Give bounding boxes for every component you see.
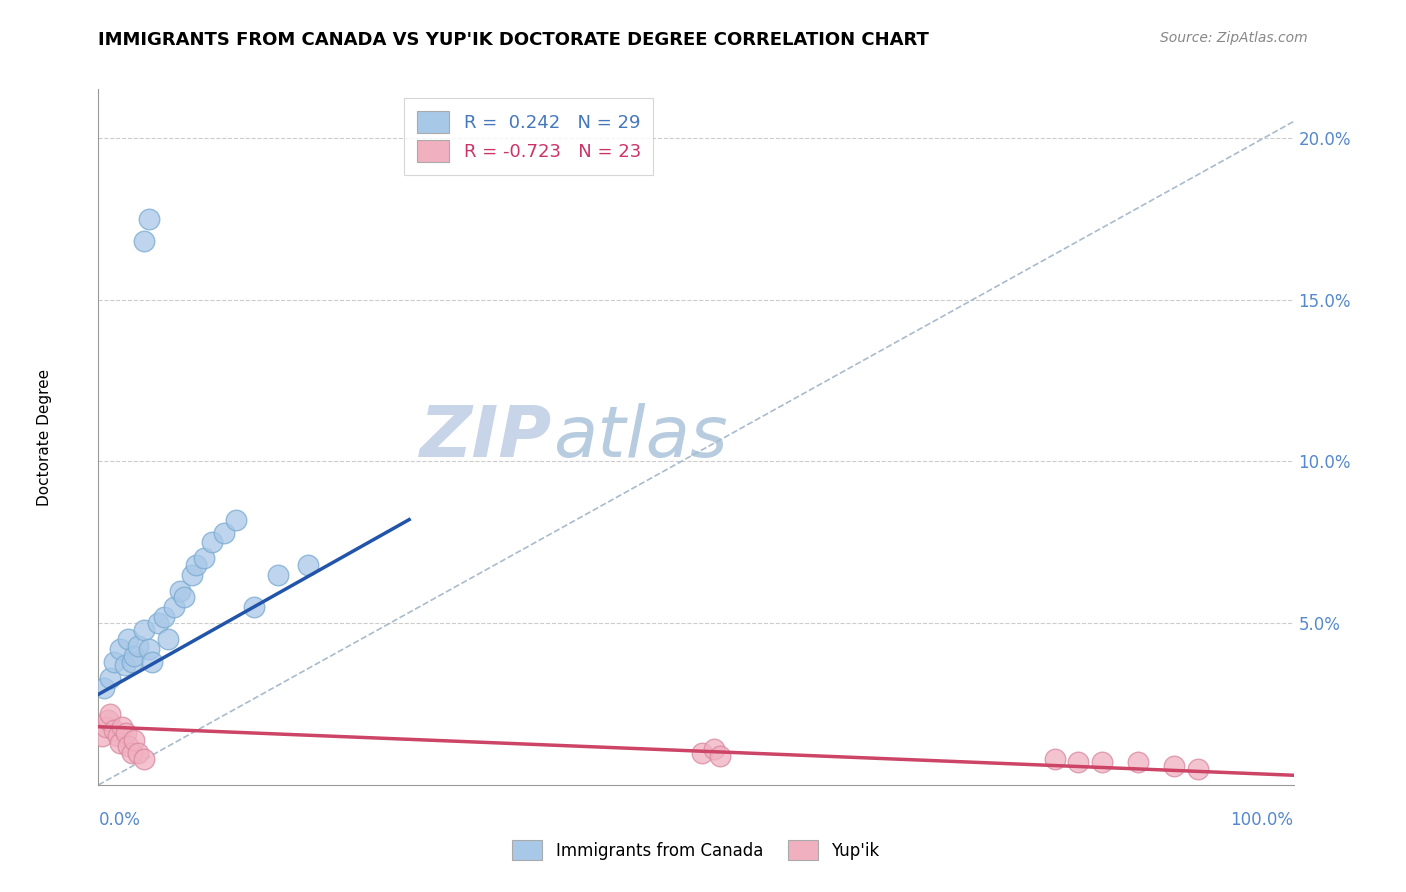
Point [201, 535, 224, 549]
Text: ZIP: ZIP [420, 402, 553, 472]
Text: Doctorate Degree: Doctorate Degree [37, 368, 52, 506]
Point [107, 730, 129, 744]
Point [690, 746, 713, 760]
Point [98, 671, 122, 685]
Point [97, 713, 120, 727]
Point [91, 730, 114, 744]
Point [103, 655, 125, 669]
Point [153, 609, 176, 624]
Point [114, 658, 136, 673]
Text: atlas: atlas [553, 402, 727, 472]
Point [1067, 756, 1090, 770]
Point [108, 736, 131, 750]
Text: Source: ZipAtlas.com: Source: ZipAtlas.com [1160, 31, 1308, 45]
Point [111, 720, 134, 734]
Point [94, 720, 117, 734]
Point [1043, 752, 1066, 766]
Point [1163, 758, 1185, 772]
Point [117, 632, 139, 647]
Point [127, 639, 149, 653]
Point [186, 558, 208, 572]
Point [132, 752, 155, 766]
Text: 0.0%: 0.0% [98, 811, 141, 829]
Point [127, 746, 149, 760]
Point [108, 642, 131, 657]
Point [212, 525, 235, 540]
Point [709, 748, 731, 763]
Point [148, 616, 170, 631]
Point [132, 235, 155, 249]
Point [225, 513, 247, 527]
Point [124, 732, 146, 747]
Point [1187, 762, 1209, 776]
Point [297, 558, 319, 572]
Point [193, 551, 215, 566]
Point [132, 623, 155, 637]
Point [124, 648, 146, 663]
Point [98, 706, 122, 721]
Point [115, 726, 138, 740]
Point [121, 655, 143, 669]
Point [117, 739, 139, 753]
Point [103, 723, 125, 737]
Point [243, 599, 266, 614]
Legend: Immigrants from Canada, Yup'ik: Immigrants from Canada, Yup'ik [506, 833, 886, 867]
Point [138, 211, 160, 226]
Point [93, 681, 115, 695]
Point [173, 591, 195, 605]
Point [169, 583, 191, 598]
Point [1091, 756, 1114, 770]
Point [703, 742, 725, 756]
Point [267, 567, 290, 582]
Point [121, 746, 143, 760]
Point [138, 642, 160, 657]
Point [141, 655, 163, 669]
Point [180, 567, 202, 582]
Point [1128, 756, 1150, 770]
Text: IMMIGRANTS FROM CANADA VS YUP'IK DOCTORATE DEGREE CORRELATION CHART: IMMIGRANTS FROM CANADA VS YUP'IK DOCTORA… [98, 31, 929, 49]
Point [156, 632, 179, 647]
Point [163, 599, 186, 614]
Text: 100.0%: 100.0% [1230, 811, 1294, 829]
